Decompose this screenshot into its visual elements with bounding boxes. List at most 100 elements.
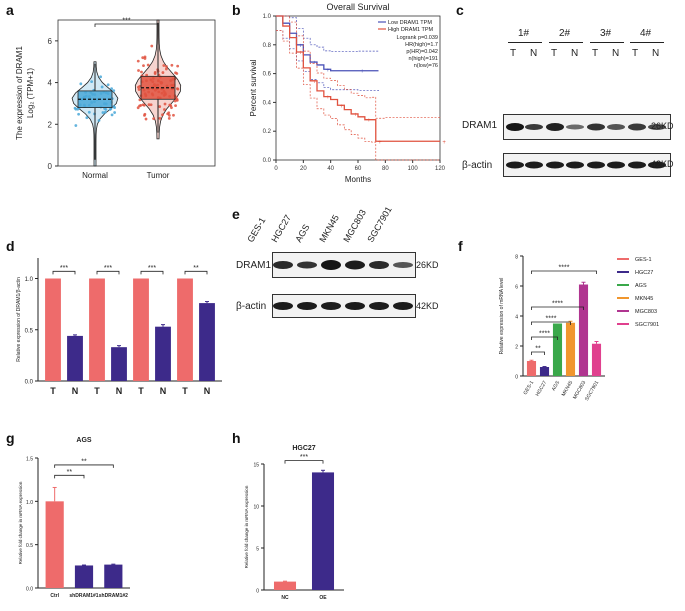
x-tick-label: AGS — [551, 379, 562, 392]
significance-label: *** — [148, 265, 156, 272]
censor-mark: + — [360, 69, 364, 75]
blot-c-lane-8: N — [652, 48, 660, 59]
data-point — [146, 63, 150, 67]
blot-c-lane-5: T — [592, 48, 599, 59]
data-point — [167, 111, 171, 115]
bar — [133, 278, 149, 381]
legend-label: AGS — [635, 283, 647, 289]
significance-bracket — [54, 474, 85, 479]
data-point — [97, 119, 101, 122]
x-tick-label: 0 — [274, 166, 278, 172]
data-point — [152, 117, 156, 121]
bar — [67, 335, 83, 381]
x-tick-label: shDRAM1#2 — [99, 593, 128, 599]
data-point — [165, 65, 168, 68]
x-tick-label: T — [182, 386, 188, 396]
stat-label: HR(high)=1.7 — [405, 42, 438, 48]
bar — [45, 501, 64, 588]
y-axis-label: Relative fold change in mRNA expression — [18, 481, 23, 564]
censor-mark: + — [354, 112, 358, 118]
data-point — [167, 116, 171, 120]
chart-title: HGC27 — [292, 445, 315, 452]
y-axis-label-2: Log₂ (TPM+1) — [26, 68, 35, 118]
significance-bracket — [52, 270, 76, 275]
data-point — [113, 111, 117, 114]
x-tick-label: HGC27 — [535, 380, 549, 398]
blot-e-row1-bands — [272, 252, 416, 278]
bar — [89, 278, 105, 381]
data-point — [162, 64, 166, 67]
significance-bracket — [184, 270, 208, 275]
data-point — [113, 106, 117, 109]
y-tick-label: 0.5 — [25, 328, 34, 334]
blot-c-group-3: 3# — [600, 28, 612, 39]
bar — [111, 347, 127, 381]
y-tick-label: 4 — [515, 315, 518, 321]
chart-d-bar: 0.0 0.5 1.0 T N T N T N T N Relative expression of … — [16, 258, 222, 396]
data-point — [137, 85, 140, 89]
data-point — [142, 103, 146, 107]
blot-c-lane-4: N — [571, 48, 579, 59]
y-tick-label: 15 — [253, 463, 259, 469]
significance-bracket — [531, 336, 558, 340]
blot-c-row1-kd: 26KD — [651, 121, 674, 131]
data-point — [85, 116, 89, 120]
blot-c-row2-kd: 42KD — [651, 159, 674, 169]
legend-swatch — [617, 271, 629, 273]
y-tick-label: 0 — [48, 162, 53, 171]
censor-mark: + — [313, 79, 317, 85]
data-point — [136, 59, 140, 63]
blot-c: 1# 2# 3# 4# T N T N T N T N DRAM1 26KD β… — [458, 20, 683, 210]
significance-bracket — [531, 351, 545, 355]
confidence-upper — [276, 15, 379, 53]
blot-e-lane-4: MKN45 — [317, 213, 342, 244]
blot-e-lane-3: AGS — [293, 222, 312, 244]
y-tick-label: 8 — [515, 255, 518, 261]
data-point — [158, 116, 162, 120]
data-point — [172, 113, 175, 117]
y-tick-label: 0.0 — [263, 158, 272, 164]
y-tick-label: 0 — [515, 375, 518, 381]
x-tick-label: shDRAM1#1 — [69, 593, 98, 599]
chart-g-bar: 0.0 0.5 1.0 1.5 AGS Ctrl shDRAM1#1 shDRAM1#2 Rel… — [18, 437, 130, 599]
significance-label: *** — [104, 265, 112, 272]
legend-label: MGC803 — [635, 309, 657, 315]
panel-label-f: f — [458, 238, 463, 254]
data-point — [147, 103, 151, 107]
data-point — [175, 87, 179, 91]
blot-e-row1-kd: 26KD — [416, 260, 439, 270]
panel-label-c: c — [456, 2, 464, 18]
x-tick-label: T — [138, 386, 144, 396]
legend-swatch — [617, 258, 629, 260]
blot-e-lane-6: SGC7901 — [365, 204, 394, 244]
data-point — [143, 112, 147, 116]
panel-label-a: a — [6, 2, 14, 18]
blot-c-row2-bands — [503, 153, 671, 177]
legend-label: SGC7901 — [635, 322, 659, 328]
x-tick-label: N — [72, 386, 79, 396]
bar — [526, 361, 537, 376]
legend-label: Low DRAM1 TPM — [388, 20, 432, 26]
blot-e-row2-label: β-actin — [236, 301, 267, 312]
blot-c-lane-2: N — [530, 48, 538, 59]
x-axis-label: Months — [345, 175, 371, 184]
data-point — [87, 110, 91, 114]
y-axis-label: Relative expression of mRNA level — [499, 278, 505, 355]
data-point — [74, 107, 78, 111]
blot-e-row2-kd: 42KD — [416, 301, 439, 311]
chart-title: Overall Survival — [326, 2, 389, 12]
data-point — [77, 112, 81, 116]
data-point — [144, 117, 148, 121]
blot-e-lane-2: HGC27 — [269, 213, 294, 244]
bar — [199, 303, 215, 381]
data-point — [161, 71, 165, 74]
y-tick-label: 6 — [48, 37, 53, 46]
panel-label-g: g — [6, 430, 15, 446]
data-point — [161, 113, 164, 117]
y-tick-label: 6 — [515, 285, 518, 291]
censor-mark: + — [340, 104, 344, 110]
y-tick-label: 0.4 — [263, 100, 272, 106]
blot-e-lane-1: GES-1 — [245, 215, 268, 244]
significance-label: *** — [300, 454, 308, 461]
blot-e-lane-5: MGC803 — [341, 207, 369, 244]
